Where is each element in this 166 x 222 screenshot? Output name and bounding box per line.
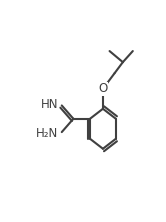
Text: O: O [98,82,108,95]
Text: H₂N: H₂N [36,127,58,140]
Text: HN: HN [41,98,58,111]
